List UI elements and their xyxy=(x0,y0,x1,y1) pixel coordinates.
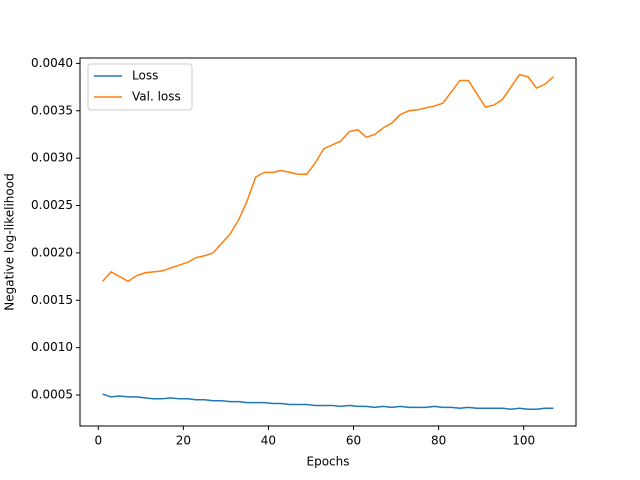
y-tick-label: 0.0015 xyxy=(31,293,73,307)
y-tick-label: 0.0030 xyxy=(31,151,73,165)
y-tick-label: 0.0040 xyxy=(31,56,73,70)
series-line xyxy=(101,73,554,283)
y-tick-label: 0.0005 xyxy=(31,388,73,402)
x-tick-label: 60 xyxy=(346,434,361,448)
y-tick-label: 0.0010 xyxy=(31,340,73,354)
x-tick-label: 40 xyxy=(261,434,276,448)
y-tick-label: 0.0020 xyxy=(31,245,73,259)
legend-label: Val. loss xyxy=(132,90,181,104)
series-line xyxy=(102,393,554,410)
y-axis-label: Negative log-likelihood xyxy=(3,173,17,310)
y-tick-label: 0.0025 xyxy=(31,198,73,212)
x-tick-label: 0 xyxy=(94,434,102,448)
x-tick-label: 20 xyxy=(176,434,191,448)
x-axis-label: Epochs xyxy=(307,455,350,469)
legend-label: Loss xyxy=(132,69,158,83)
x-tick-label: 80 xyxy=(431,434,446,448)
y-tick-label: 0.0035 xyxy=(31,103,73,117)
plot-frame xyxy=(79,57,577,427)
x-tick-label: 100 xyxy=(512,434,535,448)
